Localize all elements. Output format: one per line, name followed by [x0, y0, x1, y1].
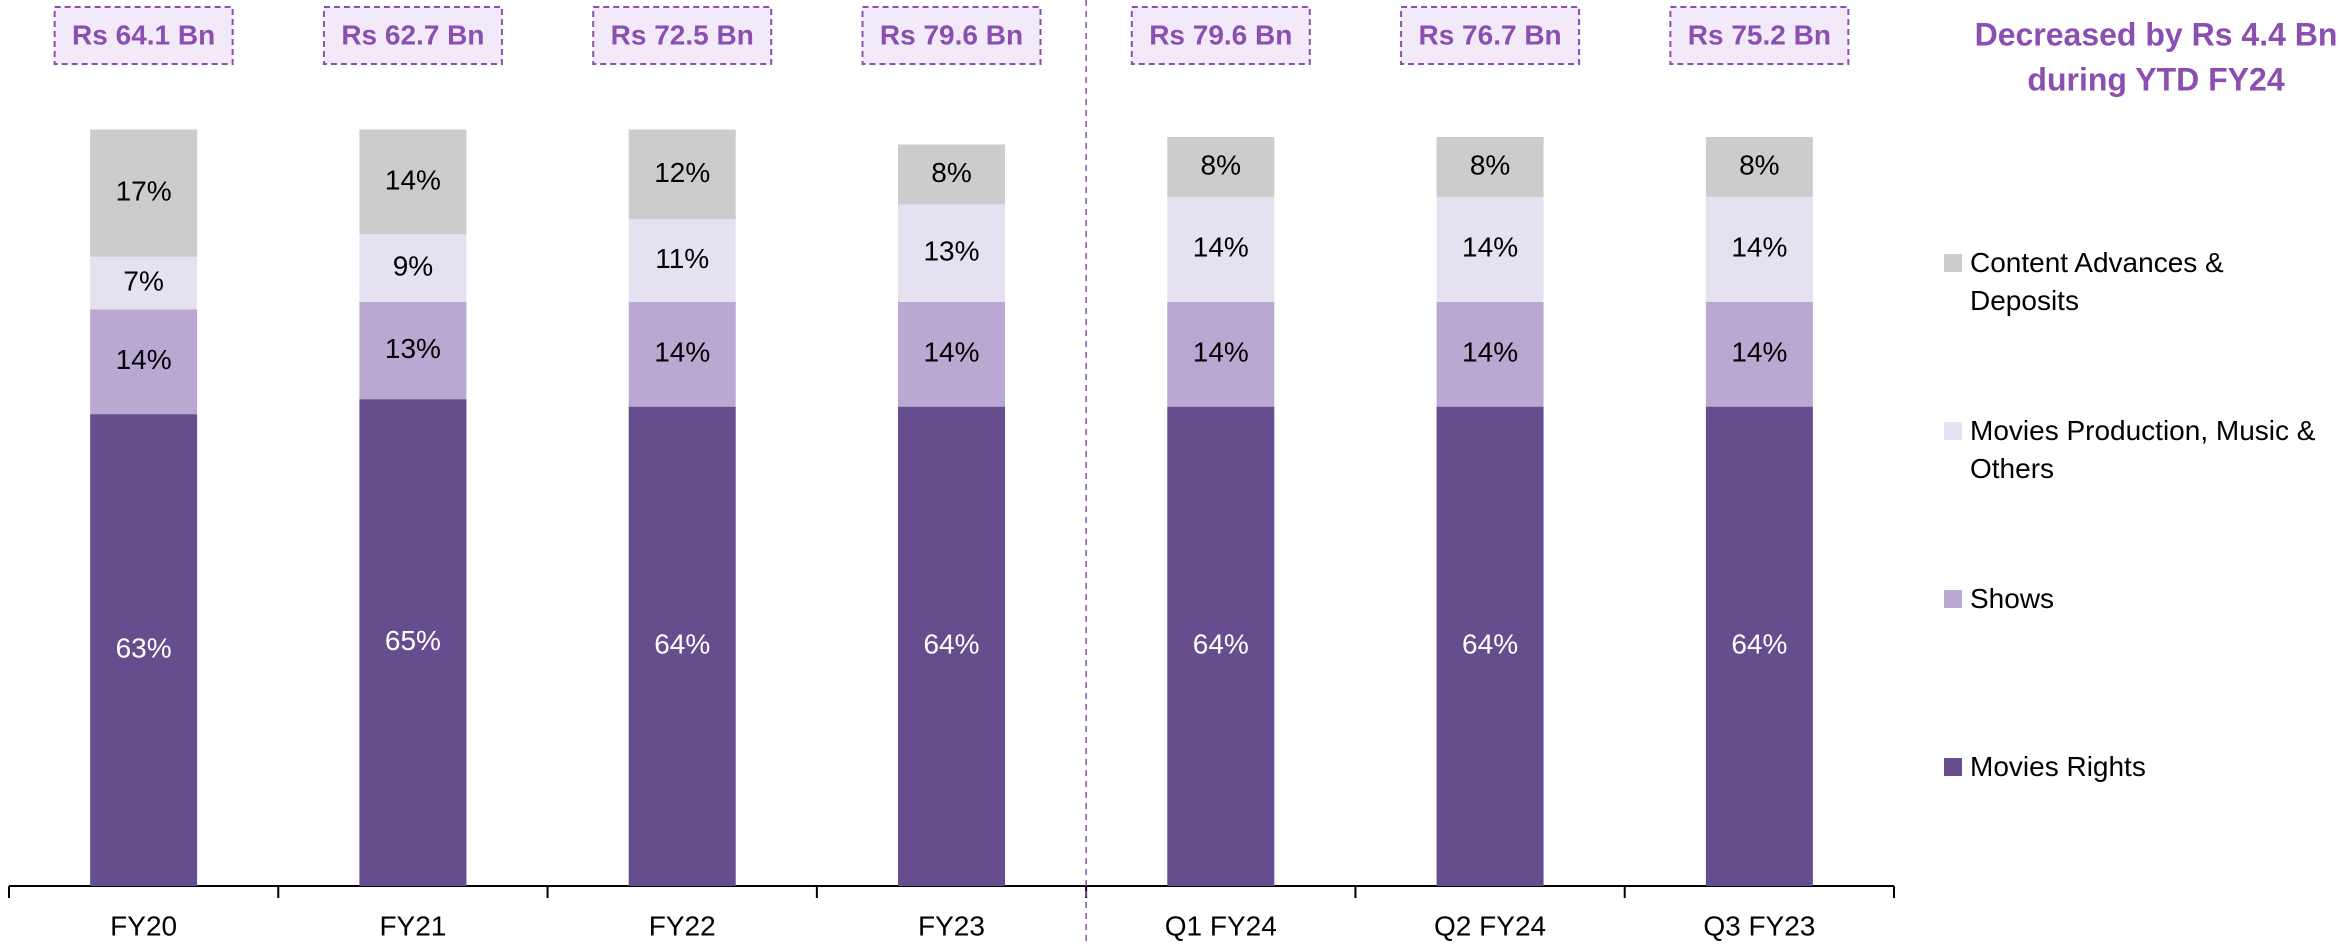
data-label: 64%	[1462, 629, 1518, 660]
bar-segment	[1167, 406, 1275, 886]
data-label: 14%	[116, 344, 172, 375]
bar-segment	[359, 301, 467, 400]
total-label: Rs 62.7 Bn	[341, 19, 484, 50]
bar-segment	[1436, 406, 1544, 886]
data-label: 64%	[1193, 629, 1249, 660]
data-label: 14%	[654, 337, 710, 368]
data-label: 63%	[116, 632, 172, 663]
total-label: Rs 79.6 Bn	[880, 19, 1023, 50]
total-box	[322, 6, 503, 65]
total-box	[592, 6, 773, 65]
data-label: 64%	[654, 629, 710, 660]
x-tick-label: Q1 FY24	[1165, 910, 1277, 941]
total-label: Rs 75.2 Bn	[1688, 19, 1831, 50]
x-tick-label: Q2 FY24	[1434, 910, 1546, 941]
total-label: Rs 76.7 Bn	[1418, 19, 1561, 50]
legend-item: Movies Rights	[1970, 751, 2146, 782]
bar-segment	[628, 219, 736, 302]
bar-segment	[1705, 301, 1813, 407]
x-tick-label: FY20	[110, 910, 177, 941]
total-box	[1130, 6, 1311, 65]
annotation: Decreased by Rs 4.4 Bn	[1975, 16, 2338, 52]
total-box	[53, 6, 234, 65]
data-label: 14%	[1731, 337, 1787, 368]
bar-segment	[1705, 406, 1813, 886]
x-tick-label: FY21	[379, 910, 446, 941]
total-box	[1669, 6, 1850, 65]
data-label: 14%	[1462, 232, 1518, 263]
total-label: Rs 79.6 Bn	[1149, 19, 1292, 50]
data-label: 14%	[1462, 337, 1518, 368]
legend-swatch	[1944, 254, 1962, 272]
data-label: 8%	[1201, 149, 1241, 180]
legend-item: Shows	[1970, 583, 2055, 614]
x-tick-label: FY23	[918, 910, 985, 941]
bar-segment	[898, 144, 1005, 205]
data-label: 65%	[385, 625, 441, 656]
data-label: 13%	[385, 333, 441, 364]
data-label: 14%	[385, 164, 441, 195]
x-tick-label: FY22	[649, 910, 716, 941]
bar-segment	[1436, 301, 1544, 407]
data-label: 64%	[923, 629, 979, 660]
x-tick-label: Q3 FY23	[1703, 910, 1815, 941]
bar-segment	[898, 204, 1005, 302]
data-label: 64%	[1731, 629, 1787, 660]
data-label: 11%	[655, 243, 709, 274]
bar-segment	[1167, 301, 1275, 407]
bar-segment	[1167, 137, 1275, 197]
data-label: 14%	[1731, 232, 1787, 263]
bar-segment	[898, 406, 1005, 886]
bar-segment	[898, 301, 1005, 407]
legend-item: Movies Production, Music & Others	[1970, 415, 2316, 484]
bar-segment	[1167, 196, 1275, 302]
bar-segment	[628, 129, 736, 220]
total-box	[861, 6, 1042, 65]
bar-segment	[628, 301, 736, 407]
bar-segment	[359, 234, 467, 302]
bar-segment	[90, 256, 198, 310]
data-label: 9%	[393, 250, 433, 281]
data-label: 8%	[1739, 149, 1779, 180]
bar-segment	[628, 406, 736, 886]
data-label: 14%	[1193, 337, 1249, 368]
bar-segment	[359, 399, 467, 886]
bar-segment	[1436, 137, 1544, 197]
data-label: 8%	[1470, 149, 1510, 180]
legend-label: Movies Rights	[1970, 751, 2146, 782]
bar-segment	[1705, 196, 1813, 302]
data-label: 14%	[1193, 232, 1249, 263]
legend-label: Content Advances & Deposits	[1970, 247, 2224, 316]
bar-segment	[90, 414, 198, 886]
total-label: Rs 72.5 Bn	[611, 19, 754, 50]
legend-label: Movies Production, Music & Others	[1970, 415, 2316, 484]
data-label: 17%	[116, 176, 172, 207]
data-label: 13%	[923, 235, 979, 266]
bar-segment	[1436, 196, 1544, 302]
total-box	[1400, 6, 1581, 65]
bar-segment	[90, 309, 198, 415]
legend-swatch	[1944, 422, 1962, 440]
legend-item: Content Advances & Deposits	[1970, 247, 2224, 316]
legend-swatch	[1944, 758, 1962, 776]
legend-swatch	[1944, 590, 1962, 608]
annotation: during YTD FY24	[2027, 61, 2284, 97]
bar-segment	[1705, 137, 1813, 197]
data-label: 8%	[931, 157, 971, 188]
bar-segment	[90, 129, 198, 257]
data-label: 12%	[654, 157, 710, 188]
bar-segment	[359, 129, 467, 235]
data-label: 7%	[123, 265, 163, 296]
legend-label: Shows	[1970, 583, 2055, 614]
data-label: 14%	[923, 337, 979, 368]
total-label: Rs 64.1 Bn	[72, 19, 215, 50]
